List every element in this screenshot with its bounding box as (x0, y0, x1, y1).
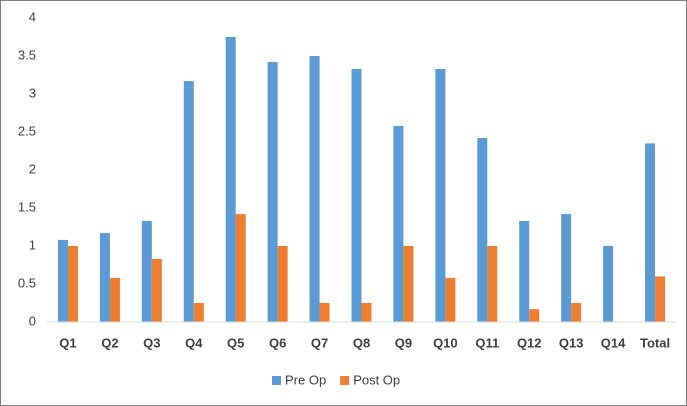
bar (351, 68, 362, 322)
bar (445, 277, 456, 322)
x-tick-label: Q14 (601, 335, 626, 350)
y-tick-label: 4 (29, 9, 36, 24)
x-tick-label: Q6 (269, 335, 286, 350)
bar (403, 246, 414, 322)
x-tick-label: Q7 (311, 335, 328, 350)
x-tick-label: Total (640, 335, 670, 350)
y-tick-label: 0 (29, 313, 36, 328)
bar (319, 303, 330, 322)
x-tick-label: Q4 (185, 335, 203, 350)
bar (309, 56, 320, 322)
bar (151, 258, 162, 322)
bar (571, 303, 582, 322)
bar (109, 277, 120, 322)
bar (277, 246, 288, 322)
bar (225, 37, 236, 322)
x-tick-label: Q10 (433, 335, 458, 350)
bar (57, 239, 68, 322)
bar (193, 303, 204, 322)
y-tick-label: 3 (29, 85, 36, 100)
legend-swatch (340, 376, 350, 385)
y-tick-label: 2.5 (18, 123, 36, 138)
y-tick-label: 1.5 (18, 199, 36, 214)
bar (361, 303, 372, 322)
legend-label: Post Op (353, 372, 400, 387)
bar (267, 62, 278, 323)
bar (603, 246, 614, 322)
legend-label: Pre Op (285, 372, 326, 387)
x-tick-label: Q12 (517, 335, 542, 350)
x-tick-label: Q1 (59, 335, 76, 350)
bar (141, 220, 152, 322)
x-tick-label: Q13 (559, 335, 584, 350)
y-tick-label: 3.5 (18, 47, 36, 62)
x-tick-label: Q2 (101, 335, 118, 350)
x-tick-label: Q3 (143, 335, 160, 350)
bar (183, 81, 194, 322)
bar (645, 143, 656, 322)
bar (99, 233, 110, 322)
bar (393, 125, 404, 322)
x-tick-label: Q11 (475, 335, 499, 350)
bar (67, 246, 78, 322)
bar (477, 138, 488, 322)
bar (655, 276, 666, 322)
bar (561, 214, 572, 322)
bar (435, 68, 446, 322)
legend-swatch (272, 376, 281, 385)
bar (519, 220, 530, 322)
y-tick-label: 2 (29, 161, 36, 176)
bar (487, 246, 498, 322)
x-tick-label: Q8 (353, 335, 370, 350)
bar (235, 214, 246, 322)
bar (529, 309, 540, 322)
x-tick-label: Q9 (395, 335, 412, 350)
x-tick-label: Q5 (227, 335, 244, 350)
y-tick-label: 1 (29, 237, 36, 252)
y-tick-label: 0.5 (18, 275, 36, 290)
